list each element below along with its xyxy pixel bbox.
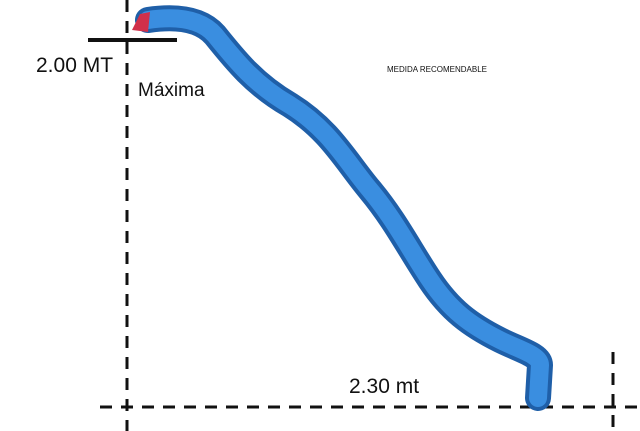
slide-body: [139, 9, 549, 407]
recommendation: MEDIDA RECOMENDABLE: [387, 65, 487, 74]
slide-grip: [132, 12, 150, 32]
height-label: 2.00 MT: [36, 54, 113, 77]
slide: [132, 5, 553, 411]
height-note: Máxima: [138, 80, 205, 101]
length-label: 2.30 mt: [349, 375, 419, 398]
